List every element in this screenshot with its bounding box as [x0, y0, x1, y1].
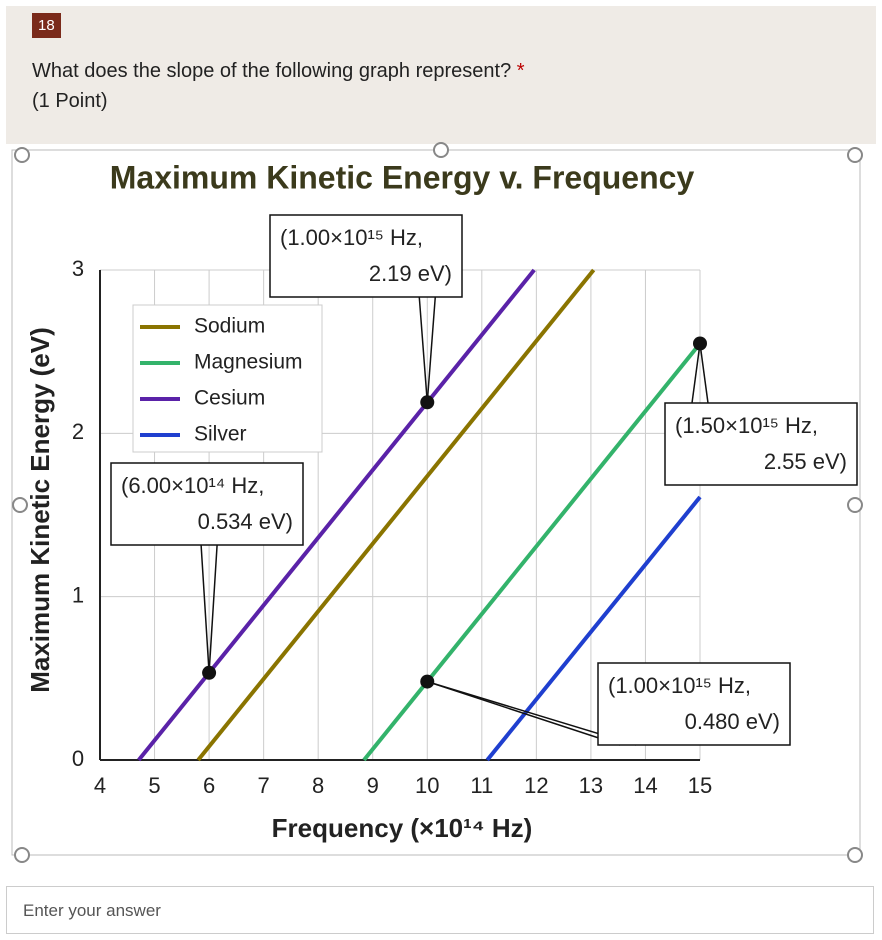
leader-line [691, 343, 701, 404]
x-tick-label: 9 [367, 773, 379, 798]
annotation-text: 0.534 eV) [198, 509, 293, 534]
x-tick-label: 4 [94, 773, 106, 798]
question-number: 18 [32, 13, 61, 38]
legend-label: Magnesium [194, 351, 303, 374]
leader-line [699, 343, 709, 404]
annotation-text: (1.00×10¹⁵ Hz, [608, 673, 751, 698]
x-tick-label: 7 [258, 773, 270, 798]
x-tick-label: 6 [203, 773, 215, 798]
question-text: What does the slope of the following gra… [32, 60, 525, 83]
legend-label: Cesium [194, 387, 265, 410]
x-tick-label: 13 [579, 773, 603, 798]
y-tick-label: 2 [72, 419, 84, 444]
annotation-point [693, 336, 707, 351]
leader-line [427, 680, 621, 746]
annotation-box [110, 462, 304, 546]
annotation-point [420, 395, 435, 410]
annotation-box [664, 402, 858, 486]
resize-handle[interactable] [14, 847, 30, 863]
y-tick-label: 0 [72, 746, 84, 771]
series-line [362, 342, 702, 762]
x-tick-label: 5 [148, 773, 160, 798]
x-tick-label: 14 [633, 773, 657, 798]
leader-line [208, 544, 218, 673]
chart: Maximum Kinetic Energy v. Frequency Freq… [11, 142, 863, 863]
x-tick-label: 8 [312, 773, 324, 798]
required-mark: * [516, 60, 525, 82]
x-axis-label: Frequency (×10¹⁴ Hz) [272, 813, 533, 843]
series-line [137, 268, 536, 762]
leader-line [426, 296, 437, 403]
x-tick-label: 12 [524, 773, 548, 798]
resize-handle[interactable] [847, 847, 863, 863]
legend-label: Silver [194, 423, 247, 446]
annotation-text: (1.00×10¹⁵ Hz, [280, 225, 423, 250]
series-line [485, 495, 702, 762]
annotation-text: 2.55 eV) [764, 449, 847, 474]
x-tick-label: 11 [470, 773, 493, 798]
annotation-point [420, 674, 435, 689]
leader-line [200, 544, 210, 673]
resize-handle[interactable] [14, 147, 30, 163]
question-label: What does the slope of the following gra… [32, 60, 512, 82]
question-panel [6, 6, 876, 144]
x-tick-label: 15 [688, 773, 712, 798]
resize-handle[interactable] [433, 142, 449, 158]
chart-title: Maximum Kinetic Energy v. Frequency [110, 159, 695, 195]
annotation-box [597, 662, 791, 746]
y-axis-label: Maximum Kinetic Energy (eV) [25, 327, 55, 693]
y-tick-label: 3 [72, 256, 84, 281]
annotation-text: 2.19 eV) [369, 261, 452, 286]
question-points: (1 Point) [32, 90, 108, 112]
resize-handle[interactable] [12, 497, 28, 513]
y-tick-label: 1 [72, 582, 84, 607]
x-tick-label: 10 [415, 773, 439, 798]
resize-handle[interactable] [847, 497, 863, 513]
annotation-text: 0.480 eV) [685, 709, 780, 734]
annotation-text: (6.00×10¹⁴ Hz, [121, 473, 264, 498]
series-line [196, 268, 596, 762]
resize-handle[interactable] [847, 147, 863, 163]
annotation-text: (1.50×10¹⁵ Hz, [675, 413, 818, 438]
legend-label: Sodium [194, 315, 265, 338]
leader-line [418, 296, 429, 403]
annotation-point [202, 665, 217, 680]
answer-input[interactable]: Enter your answer [6, 886, 874, 934]
annotation-box [269, 214, 463, 298]
legend-box [132, 304, 323, 453]
